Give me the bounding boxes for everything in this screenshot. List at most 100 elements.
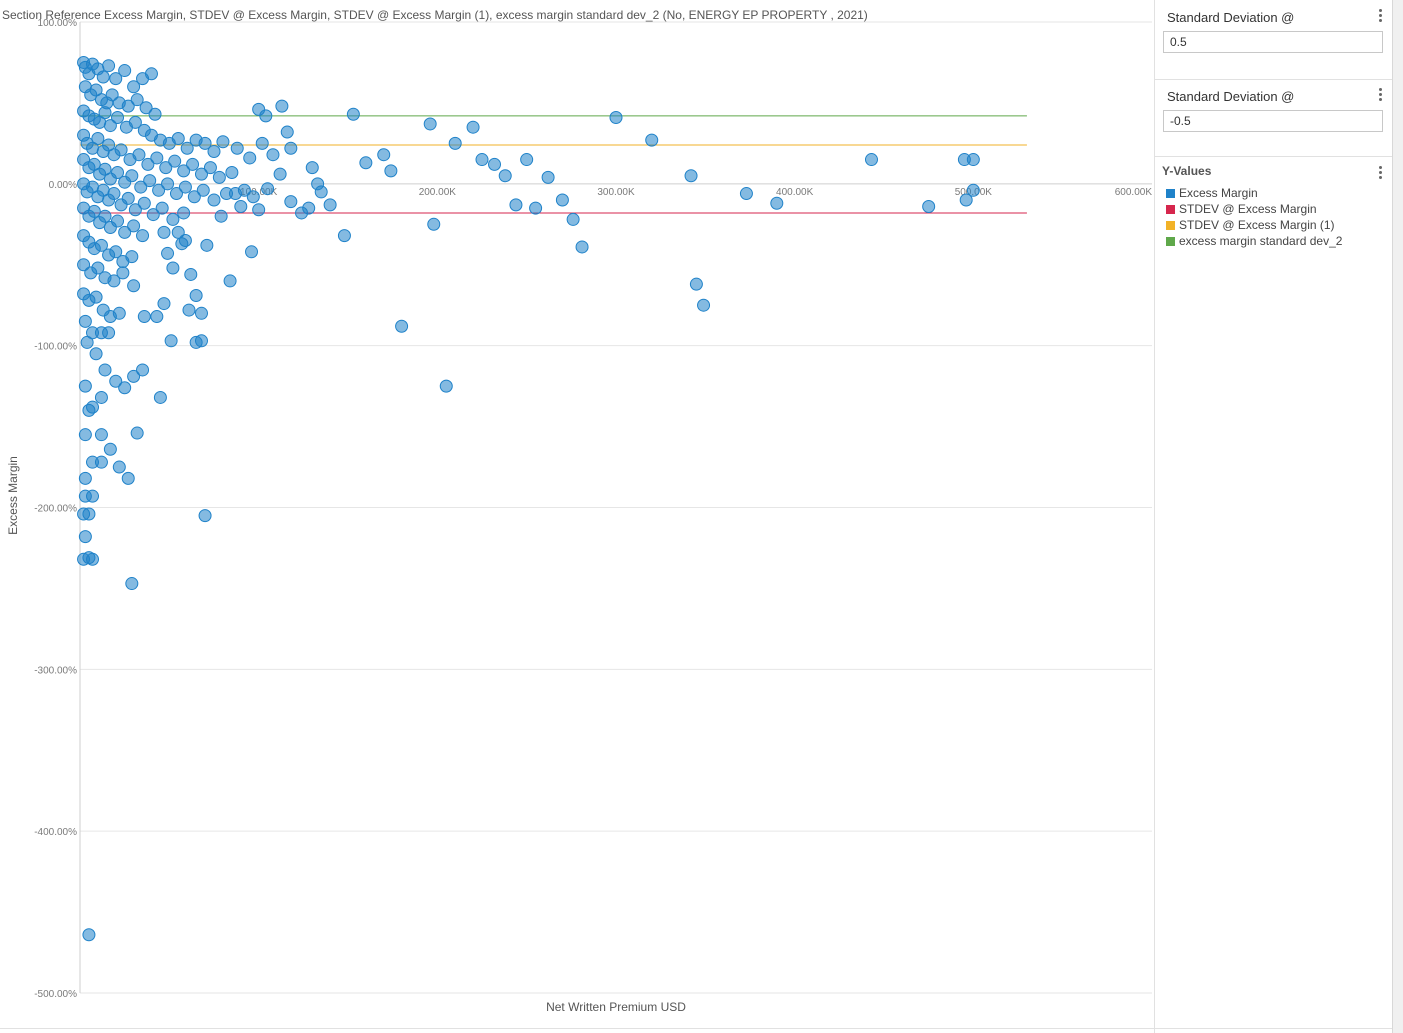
data-point — [337, 229, 351, 243]
data-point — [89, 347, 103, 361]
x-tick-label: 200.00K — [419, 187, 457, 198]
data-point — [116, 266, 130, 280]
data-point — [466, 120, 480, 134]
data-point — [87, 157, 101, 171]
scatter-chart: 100.00% 0.00% -100.00% -200.00% -300.00% -400… — [6, 18, 1152, 1014]
data-point — [509, 198, 523, 212]
data-point — [77, 552, 91, 566]
legend-item-excess-margin[interactable]: Excess Margin — [1166, 185, 1342, 201]
data-point — [161, 177, 175, 191]
data-point — [166, 261, 180, 275]
data-point — [178, 180, 192, 194]
data-point — [182, 303, 196, 317]
data-point — [118, 225, 132, 239]
data-point — [103, 442, 117, 456]
x-axis-title: Net Written Premium USD — [546, 1000, 686, 1014]
std-dev-negative-input[interactable] — [1163, 110, 1383, 132]
data-point — [102, 326, 116, 340]
data-point — [225, 166, 239, 180]
data-point — [78, 471, 92, 485]
data-point — [91, 132, 105, 146]
data-point — [448, 136, 462, 150]
data-point — [89, 83, 103, 97]
data-point — [427, 217, 441, 231]
data-point — [78, 428, 92, 442]
legend-swatch — [1166, 204, 1175, 214]
data-point — [102, 138, 116, 152]
data-point — [377, 148, 391, 162]
y-tick-label: -400.00% — [34, 827, 77, 838]
legend-title: Y-Values — [1162, 164, 1212, 178]
data-point — [111, 110, 125, 124]
data-point — [346, 107, 360, 121]
data-point — [475, 153, 489, 167]
data-point — [207, 193, 221, 207]
data-point — [770, 196, 784, 210]
y-tick-label: -300.00% — [34, 665, 77, 676]
data-point — [98, 162, 112, 176]
data-point — [152, 183, 166, 197]
more-options-icon[interactable] — [1377, 8, 1383, 26]
data-point — [302, 201, 316, 215]
data-point — [246, 190, 260, 204]
data-point — [159, 161, 173, 175]
x-tick-label: 100.00K — [240, 187, 278, 198]
more-options-icon[interactable] — [1377, 87, 1383, 105]
data-point — [498, 169, 512, 183]
data-point — [78, 314, 92, 328]
legend-item-stdev-1[interactable]: STDEV @ Excess Margin (1) — [1166, 217, 1342, 233]
std-dev-positive-input[interactable] — [1163, 31, 1383, 53]
chart-title: Section Reference Excess Margin, STDEV @… — [2, 8, 868, 22]
data-point — [127, 369, 141, 383]
data-point — [98, 106, 112, 120]
data-point — [130, 426, 144, 440]
data-point — [109, 374, 123, 388]
data-point — [255, 136, 269, 150]
vertical-scrollbar[interactable] — [1392, 0, 1403, 1033]
data-point — [132, 148, 146, 162]
data-point — [136, 229, 150, 243]
legend-items: Excess Margin STDEV @ Excess Margin STDE… — [1166, 185, 1342, 249]
parameter-card-negative: Standard Deviation @ — [1155, 79, 1393, 157]
data-point — [150, 310, 164, 324]
data-point — [177, 206, 191, 220]
legend-label: STDEV @ Excess Margin (1) — [1179, 218, 1335, 232]
data-point — [157, 297, 171, 311]
data-point — [109, 245, 123, 259]
data-point — [136, 363, 150, 377]
data-point — [78, 530, 92, 544]
data-point — [127, 219, 141, 233]
data-point — [102, 59, 116, 73]
data-point — [169, 187, 183, 201]
y-tick-label: -200.00% — [34, 504, 77, 515]
data-point — [178, 233, 192, 247]
data-point — [91, 261, 105, 275]
legend-swatch — [1166, 220, 1175, 230]
legend-item-std-dev-2[interactable]: excess margin standard dev_2 — [1166, 233, 1342, 249]
data-point — [112, 306, 126, 320]
data-point — [359, 156, 373, 170]
data-point — [143, 174, 157, 188]
data-point — [127, 279, 141, 293]
data-point — [112, 460, 126, 474]
legend-item-stdev[interactable]: STDEV @ Excess Margin — [1166, 201, 1342, 217]
data-point — [189, 288, 203, 302]
data-point — [922, 199, 936, 213]
data-point — [144, 67, 158, 81]
data-point — [184, 267, 198, 281]
data-point — [207, 144, 221, 158]
data-point — [645, 133, 659, 147]
data-point — [284, 141, 298, 155]
legend-swatch — [1166, 188, 1175, 198]
more-options-icon[interactable] — [1377, 165, 1383, 183]
data-point — [864, 153, 878, 167]
data-point — [314, 185, 328, 199]
data-point — [261, 182, 275, 196]
data-point — [118, 64, 132, 78]
data-point — [273, 167, 287, 181]
data-point — [177, 164, 191, 178]
data-point — [423, 117, 437, 131]
parameter-card-positive: Standard Deviation @ — [1155, 0, 1393, 80]
data-point — [86, 400, 100, 414]
data-point — [121, 99, 135, 113]
